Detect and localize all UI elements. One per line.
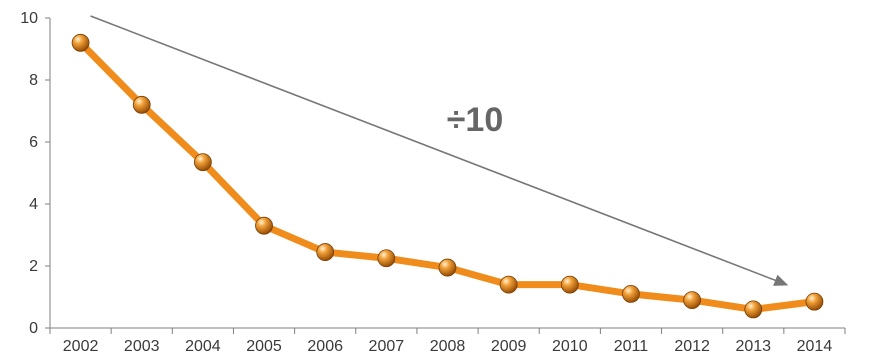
x-tick-label: 2011	[614, 338, 649, 355]
x-tick-label: 2003	[124, 338, 160, 355]
data-point-2010	[560, 275, 579, 294]
y-tick-label: 2	[29, 258, 38, 275]
y-tick-label: 10	[20, 10, 38, 27]
series-group	[71, 33, 824, 319]
data-point-2013	[744, 300, 763, 319]
annotation-label: ÷10	[447, 101, 503, 139]
data-point-2002	[71, 33, 90, 52]
x-tick-label: 2010	[552, 338, 588, 355]
x-tick-label: 2006	[307, 338, 343, 355]
y-tick-label: 4	[29, 196, 38, 213]
annotation-arrow	[90, 15, 789, 286]
annotation-group: ÷10	[90, 15, 789, 286]
data-point-2007	[377, 249, 396, 268]
x-tick-label: 2014	[797, 338, 833, 355]
x-tick-label: 2007	[369, 338, 405, 355]
x-tick-label: 2012	[674, 338, 710, 355]
x-tick-label: 2004	[185, 338, 221, 355]
x-tick-label: 2009	[491, 338, 527, 355]
data-point-2003	[132, 95, 151, 114]
data-point-2008	[438, 258, 457, 277]
x-tick-label: 2013	[735, 338, 771, 355]
y-tick-label: 0	[29, 320, 38, 337]
data-point-2004	[193, 153, 212, 172]
data-point-2012	[683, 291, 702, 310]
x-tick-label: 2005	[246, 338, 282, 355]
y-tick-label: 6	[29, 134, 38, 151]
y-tick-label: 8	[29, 72, 38, 89]
data-point-2011	[622, 284, 640, 303]
data-point-2006	[316, 243, 335, 261]
data-point-2005	[255, 216, 273, 235]
x-tick-label: 2008	[430, 338, 466, 355]
x-tick-label: 2002	[63, 338, 99, 355]
data-point-2014	[805, 292, 824, 311]
data-point-2009	[499, 275, 518, 294]
axes: 0 2 4 6 8 10 2002 2003 2004 2005 2006 2007 2008 2009 2…	[20, 10, 846, 355]
